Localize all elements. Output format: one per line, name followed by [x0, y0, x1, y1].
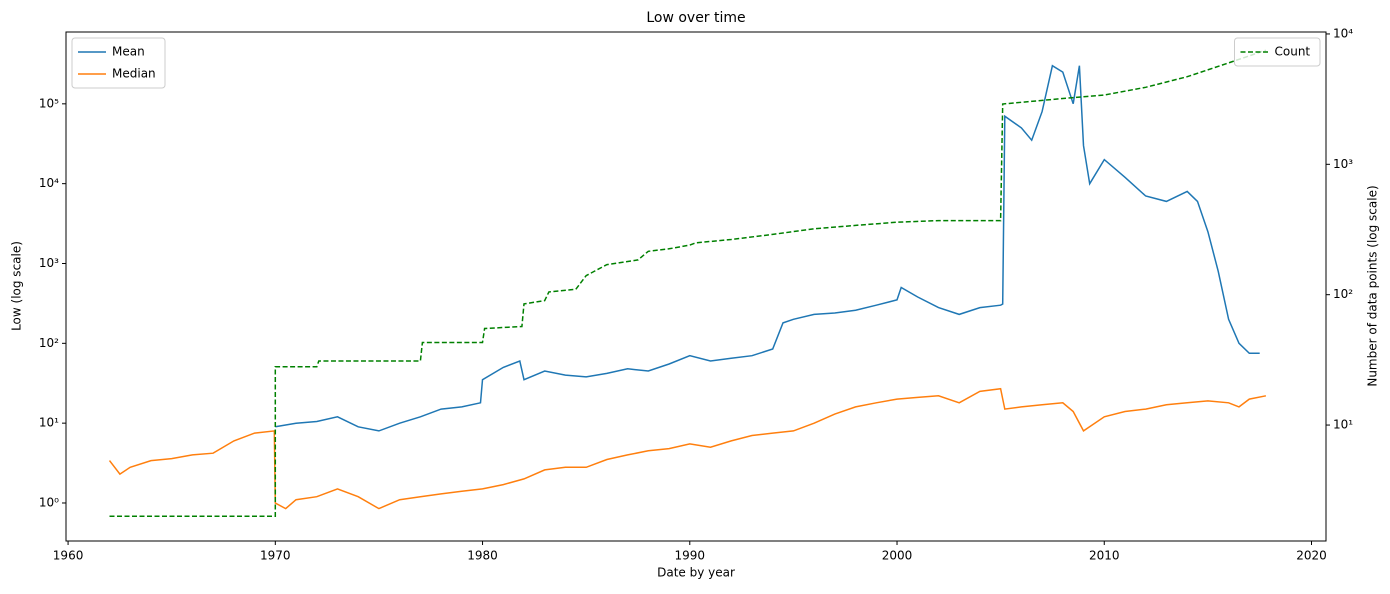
series-line — [109, 49, 1267, 517]
y-tick-label: 10¹ — [39, 416, 59, 430]
x-tick-label: 1960 — [53, 549, 84, 563]
plot-frame — [65, 31, 1327, 542]
legend-box — [71, 37, 166, 89]
y2-tick-label: 10⁴ — [1333, 26, 1353, 40]
legend-label: Mean — [112, 45, 145, 59]
x-axis-label: Date by year — [657, 566, 735, 580]
y-tick-label: 10⁵ — [39, 96, 59, 110]
y2-tick-label: 10² — [1333, 287, 1353, 301]
series-line — [275, 64, 1260, 432]
legend-label: Median — [112, 67, 156, 81]
legend-label: Count — [1275, 45, 1311, 59]
y-axis-label: Low (log scale) — [10, 241, 24, 331]
y2-tick-label: 10¹ — [1333, 418, 1353, 432]
x-tick-label: 1990 — [675, 549, 706, 563]
x-tick-label: 2020 — [1296, 549, 1327, 563]
x-tick-label: 1980 — [467, 549, 498, 563]
x-tick-label: 2010 — [1089, 549, 1120, 563]
y2-axis-label: Number of data points (log scale) — [1366, 185, 1380, 386]
legend-box — [1234, 37, 1321, 67]
x-tick-label: 2000 — [882, 549, 913, 563]
y-tick-label: 10² — [39, 336, 59, 350]
chart-title: Low over time — [646, 10, 745, 26]
y-tick-label: 10³ — [39, 256, 59, 270]
x-tick-label: 1970 — [260, 549, 291, 563]
y-tick-label: 10⁴ — [39, 176, 59, 190]
series-line — [108, 387, 1267, 510]
y-tick-label: 10⁰ — [39, 495, 59, 509]
y2-tick-label: 10³ — [1333, 157, 1353, 171]
